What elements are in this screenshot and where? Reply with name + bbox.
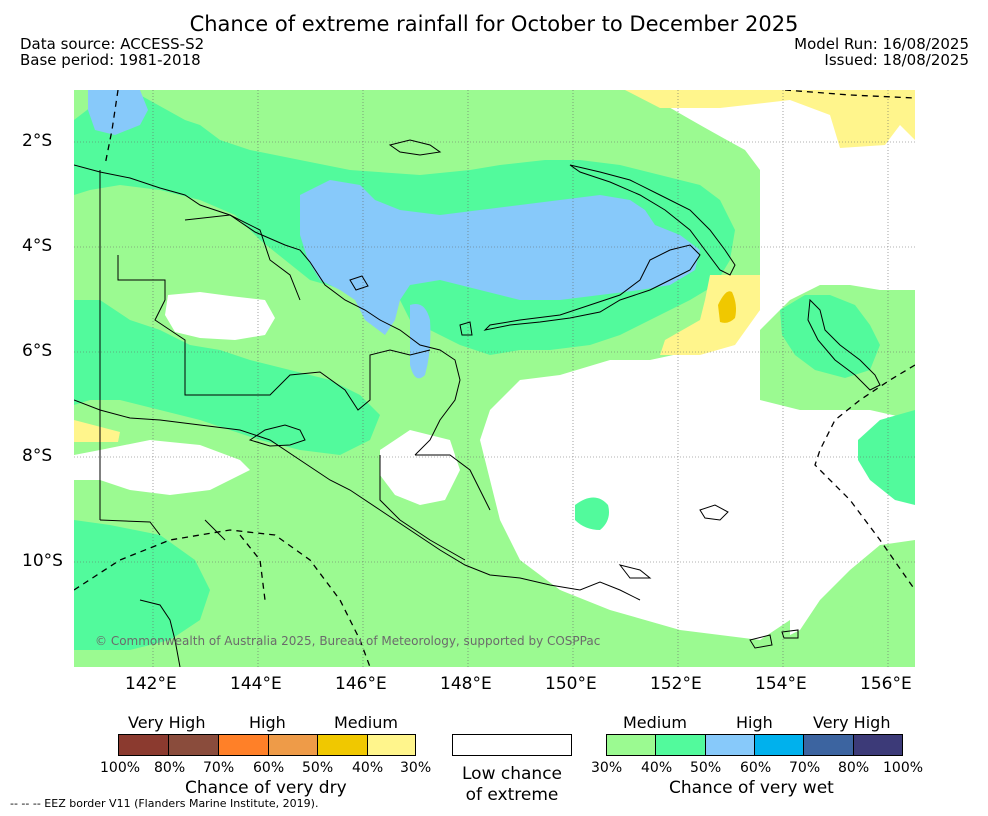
low-chance-region-nw (165, 292, 275, 340)
wet-mediumhigh-island (575, 497, 609, 530)
dry-swatch-100-80 (118, 734, 169, 756)
wet-tick-50: 50% (690, 760, 722, 776)
eez-borders (74, 90, 915, 667)
dry-tick-80: 80% (154, 760, 186, 776)
issued-date: Issued: 18/08/2025 (824, 51, 969, 69)
wet-cat-very-high: Very High (813, 713, 891, 732)
wet-mediumhigh-west (74, 300, 380, 455)
lat-label-10s: 10°S (22, 551, 63, 571)
wet-high-northwest (88, 90, 148, 135)
wet-cat-medium: Medium (623, 713, 687, 732)
lon-label-154e: 154°E (755, 674, 807, 694)
wet-swatch-50-60 (705, 734, 755, 756)
wet-swatch-40-50 (655, 734, 706, 756)
dry-swatch-80-70 (168, 734, 219, 756)
map-title: Chance of extreme rainfall for October t… (189, 12, 799, 36)
wet-medium-south (560, 590, 790, 667)
gridlines (74, 90, 915, 667)
dry-tick-100: 100% (100, 760, 141, 776)
dry-cat-medium: Medium (334, 713, 398, 732)
dry-tick-30: 30% (400, 760, 432, 776)
wet-high-mid (410, 304, 431, 379)
dry-medium-west (74, 420, 120, 442)
dry-tick-70: 70% (203, 760, 235, 776)
wet-tick-60: 60% (740, 760, 772, 776)
dry-swatch-70-60 (218, 734, 269, 756)
wet-tick-100: 100% (883, 760, 924, 776)
dry-cat-very-high: Very High (128, 713, 206, 732)
copyright-text: © Commonwealth of Australia 2025, Bureau… (95, 634, 601, 648)
dry-high-east (718, 291, 736, 323)
map-plot-area (74, 90, 915, 667)
dry-medium-east (660, 275, 760, 355)
low-chance-label-line2: of extreme (465, 785, 559, 805)
coastlines (74, 139, 881, 667)
data-source: Data source: ACCESS-S2 (20, 35, 205, 53)
lon-label-144e: 144°E (230, 674, 282, 694)
dry-cat-high: High (249, 713, 286, 732)
wet-legend-title: Chance of very wet (669, 778, 834, 798)
lat-label-8s: 8°S (22, 446, 53, 466)
wet-swatch-70-80 (803, 734, 854, 756)
eez-border-note: -- -- -- EEZ border V11 (Flanders Marine… (10, 797, 319, 810)
low-chance-label-line1: Low chance (462, 764, 562, 784)
wet-high-central (300, 180, 700, 335)
lon-label-150e: 150°E (545, 674, 597, 694)
meta-right: Model Run: 16/08/2025 Issued: 18/08/2025 (794, 36, 969, 68)
lon-label-146e: 146°E (335, 674, 387, 694)
low-chance-region-mid (380, 430, 460, 505)
dry-swatch-50-40 (317, 734, 368, 756)
lat-label-4s: 4°S (22, 236, 53, 256)
wet-tick-70: 70% (789, 760, 821, 776)
dry-tick-40: 40% (352, 760, 384, 776)
lon-label-148e: 148°E (440, 674, 492, 694)
wet-tick-30: 30% (591, 760, 623, 776)
dry-swatch-60-50 (268, 734, 318, 756)
wet-mediumhigh-east (780, 295, 880, 378)
lon-label-152e: 152°E (650, 674, 702, 694)
wet-cat-high: High (736, 713, 773, 732)
wet-tick-80: 80% (838, 760, 870, 776)
wet-mediumhigh-southwest (74, 520, 210, 650)
base-period: Base period: 1981-2018 (20, 51, 201, 69)
dry-tick-50: 50% (302, 760, 334, 776)
wet-tick-40: 40% (641, 760, 673, 776)
dry-legend-title: Chance of very dry (185, 778, 347, 798)
low-chance-swatch (452, 734, 572, 756)
lon-label-156e: 156°E (860, 674, 912, 694)
wet-swatch-80-100 (853, 734, 903, 756)
dry-medium-northeast (625, 90, 915, 148)
model-run: Model Run: 16/08/2025 (794, 35, 969, 53)
wet-medium-southeast (815, 606, 874, 667)
dry-tick-60: 60% (253, 760, 285, 776)
wet-mediumhigh-far-east (858, 410, 915, 505)
wet-swatch-60-70 (754, 734, 804, 756)
lon-label-142e: 142°E (125, 674, 177, 694)
low-chance-region-w (74, 440, 250, 495)
meta-left: Data source: ACCESS-S2 Base period: 1981… (20, 36, 204, 68)
dry-swatch-40-30 (367, 734, 416, 756)
lat-label-2s: 2°S (22, 131, 53, 151)
lat-label-6s: 6°S (22, 341, 53, 361)
wet-swatch-30-40 (606, 734, 656, 756)
